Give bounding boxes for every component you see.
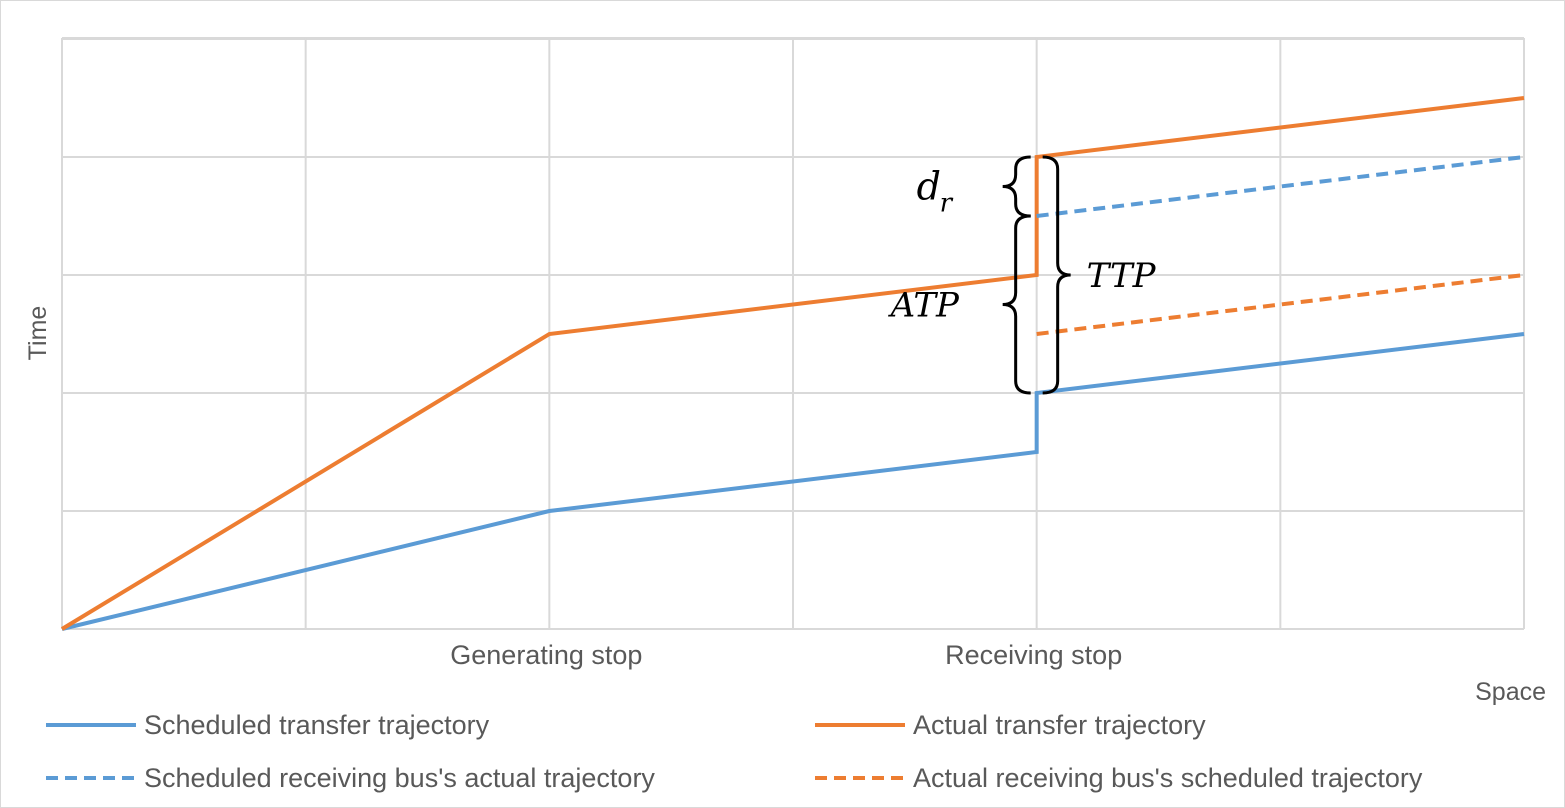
legend-label: Actual transfer trajectory xyxy=(913,710,1206,740)
annotation-brackets: dr ATP TTP xyxy=(888,155,1157,395)
series-line-0 xyxy=(61,332,1525,631)
dr-bracket xyxy=(1002,155,1031,218)
x-tick-label: Receiving stop xyxy=(945,640,1122,670)
x-tick-label: Generating stop xyxy=(450,640,642,670)
gridlines xyxy=(61,37,1525,630)
series-lines xyxy=(60,96,1525,631)
y-axis-label: Time xyxy=(24,306,52,361)
legend-label: Scheduled receiving bus's actual traject… xyxy=(144,763,655,793)
series-line-1 xyxy=(60,96,1525,631)
atp-bracket xyxy=(1002,214,1031,395)
series-line-3 xyxy=(1036,273,1525,336)
ttp-label: TTP xyxy=(1087,256,1157,296)
legend-label: Scheduled transfer trajectory xyxy=(144,710,490,740)
axis-labels: Generating stop Receiving stop Space Time xyxy=(24,306,1546,706)
dr-label: d xyxy=(917,165,941,209)
x-axis-label: Space xyxy=(1475,678,1546,706)
legend: Scheduled transfer trajectory Actual tran… xyxy=(46,710,1423,793)
legend-label: Actual receiving bus's scheduled traject… xyxy=(913,763,1423,793)
atp-label: ATP xyxy=(888,286,960,326)
dr-label-sub: r xyxy=(940,189,954,219)
series-line-2 xyxy=(1036,155,1525,218)
